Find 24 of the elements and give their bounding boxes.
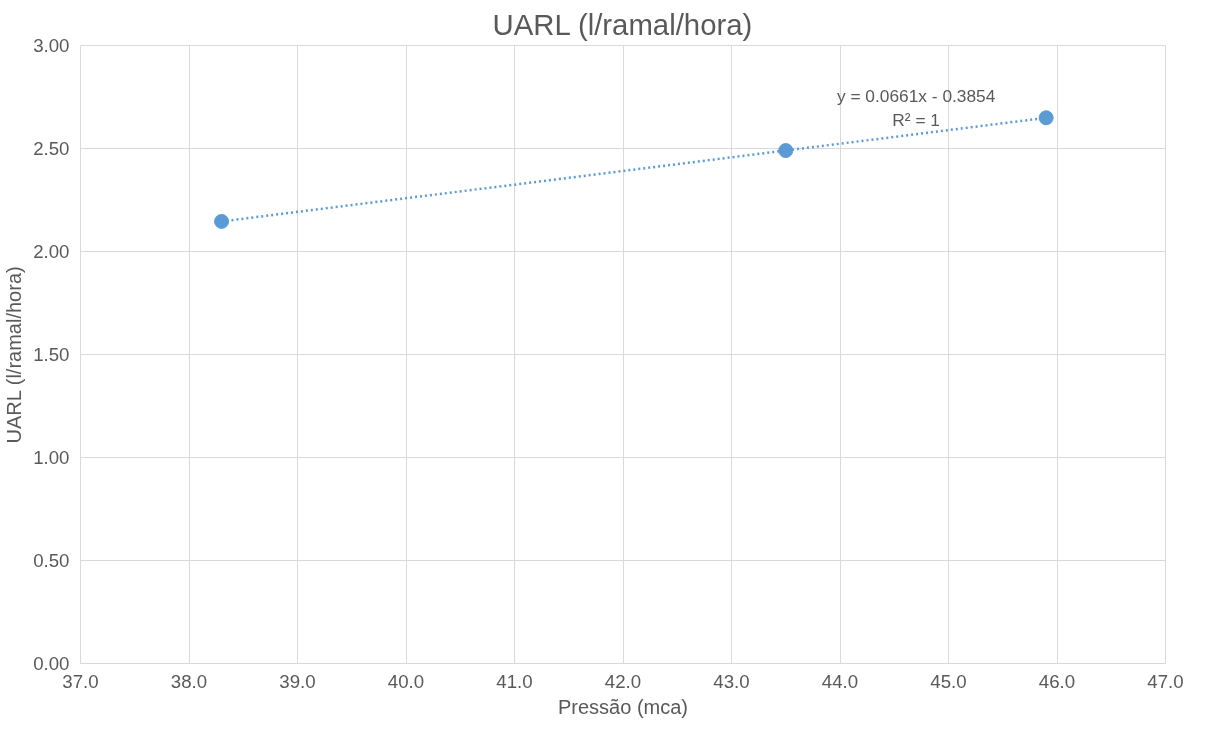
point [1038, 110, 1054, 126]
y-tick-label: 2.00 [33, 241, 70, 262]
annotation: y = 0.0661x - 0.3854 [836, 85, 996, 106]
x-axis-title: Pressão (mca) [557, 695, 689, 718]
x-tick-label: 44.0 [821, 670, 859, 692]
y-tick-label: 0.50 [33, 550, 70, 571]
y-tick-label: 3.00 [33, 35, 70, 56]
x-tick-label: 42.0 [604, 670, 642, 692]
x-tick-label: 41.0 [496, 670, 533, 692]
point [214, 213, 230, 229]
x-tick-label: 45.0 [930, 670, 967, 692]
x-tick-label: 43.0 [713, 670, 750, 692]
point [778, 143, 794, 159]
chart-title: UARL (l/ramal/hora) [492, 7, 753, 41]
y-tick-label: 2.50 [33, 138, 70, 159]
x-tick-label: 38.0 [170, 670, 208, 692]
x-tick-label: 47.0 [1147, 670, 1184, 692]
y-tick-label: 1.50 [33, 344, 70, 365]
y-axis-title: UARL (l/ramal/hora) [3, 266, 26, 444]
y-tick-label: 1.00 [33, 447, 70, 468]
annotation: R² = 1 [892, 109, 940, 130]
x-tick-label: 46.0 [1038, 670, 1076, 692]
x-tick-label: 39.0 [279, 670, 316, 692]
x-tick-label: 40.0 [387, 670, 425, 692]
